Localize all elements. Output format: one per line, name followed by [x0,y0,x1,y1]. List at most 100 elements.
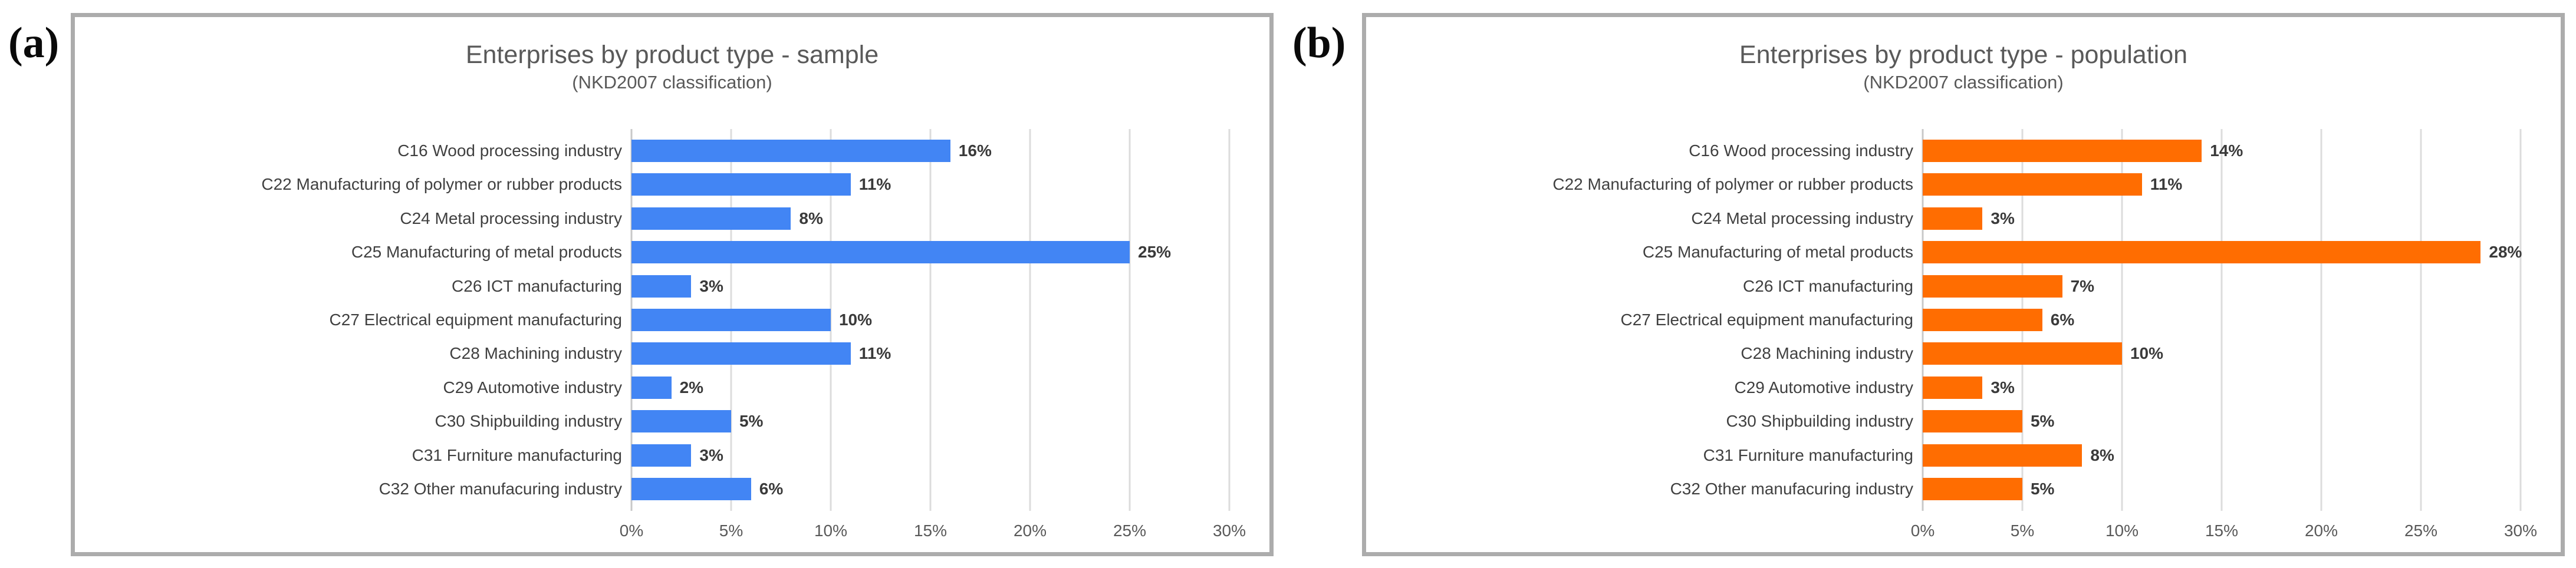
x-axis-tick-label: 25% [1113,521,1147,540]
x-axis-tick-label: 0% [1910,521,1935,540]
bar [1923,173,2142,196]
bar [631,139,950,162]
category-label: C32 Other manufacuring industry [1670,480,1913,498]
bar-track: 6% [631,473,1229,506]
x-axis-tick-label: 20% [1013,521,1047,540]
x-axis-tick-label: 30% [1212,521,1246,540]
bar-value-label: 3% [699,445,723,464]
bar-value-label: 8% [799,209,823,227]
bar-value-label: 28% [2489,243,2522,262]
x-axis-tick-label: 10% [814,521,848,540]
bar-row: C31 Furniture manufacturing 3% [75,438,1269,472]
category-label: C24 Metal processing industry [1691,209,1913,227]
category-label: C27 Electrical equipment manufacturing [1620,310,1913,329]
bar-value-label: 6% [759,480,784,498]
bar-value-label: 11% [858,175,891,194]
category-label: C25 Manufacturing of metal products [1642,243,1913,262]
bar [631,376,672,399]
bar-value-label: 5% [739,412,764,431]
bar-row: C22 Manufacturing of polymer or rubber p… [1366,167,2561,201]
bar [1923,376,1983,399]
bar [631,308,831,331]
gridline [830,129,832,511]
bar [631,410,731,433]
bar [1923,478,2022,501]
panel-a-tag: (a) [8,19,60,67]
x-axis-tick-label: 5% [719,521,743,540]
gridline [1029,129,1031,511]
bar-track: 3% [631,269,1229,303]
chart-subtitle: (NKD2007 classification) [1863,72,2064,93]
bar-row: C24 Metal processing industry 3% [1366,202,2561,235]
x-axis-tick-label: 15% [2205,521,2239,540]
category-label: C26 ICT manufacturing [452,276,622,295]
bar-value-label: 3% [699,276,723,295]
bar-track: 5% [1923,473,2521,506]
bar-row: C28 Machining industry 11% [75,337,1269,371]
category-label: C31 Furniture manufacturing [412,445,622,464]
bar [631,241,1130,264]
chart-title: Enterprises by product type - population [1739,41,2188,69]
bar-rows: C16 Wood processing industry 14% C22 Manuf… [1366,134,2561,506]
category-label: C31 Furniture manufacturing [1703,445,1913,464]
x-axis-tick-label: 5% [2010,521,2035,540]
plot-area: C16 Wood processing industry 16% C22 Manuf… [75,129,1269,547]
x-axis-tick-label: 20% [2304,521,2338,540]
bar-track: 5% [1923,405,2521,438]
category-label: C25 Manufacturing of metal products [351,243,622,262]
category-label: C16 Wood processing industry [397,141,622,160]
bar [1923,444,2082,467]
bar-row: C22 Manufacturing of polymer or rubber p… [75,167,1269,201]
bar-value-label: 3% [1991,378,2015,397]
bar [1923,139,2202,162]
bar [1923,342,2122,365]
category-label: C27 Electrical equipment manufacturing [329,310,622,329]
bar-track: 3% [1923,371,2521,404]
bar [1923,275,2062,298]
bar-row: C16 Wood processing industry 14% [1366,134,2561,167]
bar-rows: C16 Wood processing industry 16% C22 Manuf… [75,134,1269,506]
chart-subtitle: (NKD2007 classification) [572,72,772,93]
bar-row: C27 Electrical equipment manufacturing 6% [1366,303,2561,336]
category-label: C30 Shipbuilding industry [1726,412,1913,431]
x-axis-tick-label: 15% [913,521,948,540]
panel-b-tag: (b) [1292,19,1346,67]
category-label: C29 Automotive industry [1734,378,1914,397]
x-axis: 0% 5% 10% 15% 20% 25% 30% [620,518,1246,544]
bar [631,478,751,501]
x-axis-tick-label: 25% [2404,521,2438,540]
category-label: C28 Machining industry [1741,344,1913,363]
category-label: C22 Manufacturing of polymer or rubber p… [261,175,622,194]
chart-panel-population: Enterprises by product type - population… [1362,13,2565,556]
category-label: C24 Metal processing industry [400,209,622,227]
gridline [2121,129,2123,511]
bar-track: 11% [631,167,1229,201]
bar-track: 7% [1923,269,2521,303]
bar-value-label: 6% [2050,310,2075,329]
bar-track: 3% [1923,202,2521,235]
gridline [2420,129,2422,511]
bar-track: 25% [631,235,1229,269]
bar-track: 11% [631,337,1229,371]
bar-value-label: 10% [838,310,873,329]
category-label: C32 Other manufacuring industry [379,480,622,498]
bar-row: C28 Machining industry 10% [1366,337,2561,371]
gridline [1228,129,1231,511]
gridline [2320,129,2322,511]
bar-row: C25 Manufacturing of metal products 28% [1366,235,2561,269]
bar-value-label: 14% [2210,141,2243,160]
bar-track: 10% [1923,337,2521,371]
bar-row: C25 Manufacturing of metal products 25% [75,235,1269,269]
bar [631,444,692,467]
bar [631,207,791,230]
bar [631,342,851,365]
bar-value-label: 5% [2030,412,2055,431]
category-label: C30 Shipbuilding industry [435,412,622,431]
bar-row: C30 Shipbuilding industry 5% [1366,405,2561,438]
bar-track: 14% [1923,134,2521,167]
bar-track: 8% [1923,438,2521,472]
bar-row: C29 Automotive industry 2% [75,371,1269,404]
bar-track: 8% [631,202,1229,235]
x-axis-tick-label: 30% [2503,521,2538,540]
